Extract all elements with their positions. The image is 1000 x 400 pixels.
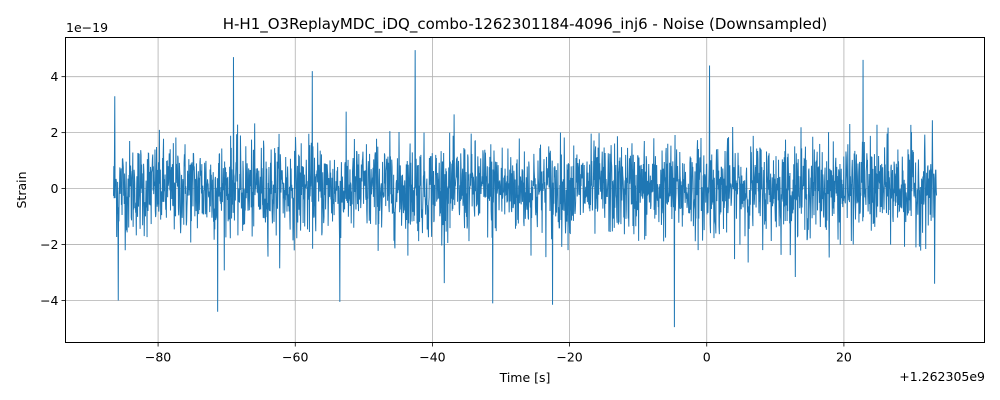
y-axis-label: Strain (14, 171, 29, 208)
y-tick-label: −4 (40, 293, 58, 308)
plot-frame (65, 37, 985, 343)
plot-area (113, 50, 937, 328)
y-tick-label: −2 (40, 237, 58, 252)
x-tick-label: −80 (145, 350, 171, 365)
y-axis: −4 −2 0 2 4 (40, 69, 66, 308)
x-axis-label: Time [s] (499, 370, 551, 385)
y-tick-label: 2 (51, 125, 59, 140)
noise-series-line (113, 50, 937, 328)
y-scale-label: 1e−19 (66, 20, 108, 35)
x-tick-label: −60 (282, 350, 308, 365)
x-tick-label: 0 (703, 350, 711, 365)
y-tick-label: 4 (51, 69, 59, 84)
x-axis: −80 −60 −40 −20 0 20 (145, 342, 852, 365)
x-tick-label: −20 (556, 350, 582, 365)
x-offset-label: +1.262305e9 (899, 369, 985, 384)
y-tick-label: 0 (51, 181, 59, 196)
x-tick-label: −40 (419, 350, 445, 365)
x-tick-label: 20 (836, 350, 852, 365)
chart-title: H-H1_O3ReplayMDC_iDQ_combo-1262301184-40… (223, 15, 828, 34)
